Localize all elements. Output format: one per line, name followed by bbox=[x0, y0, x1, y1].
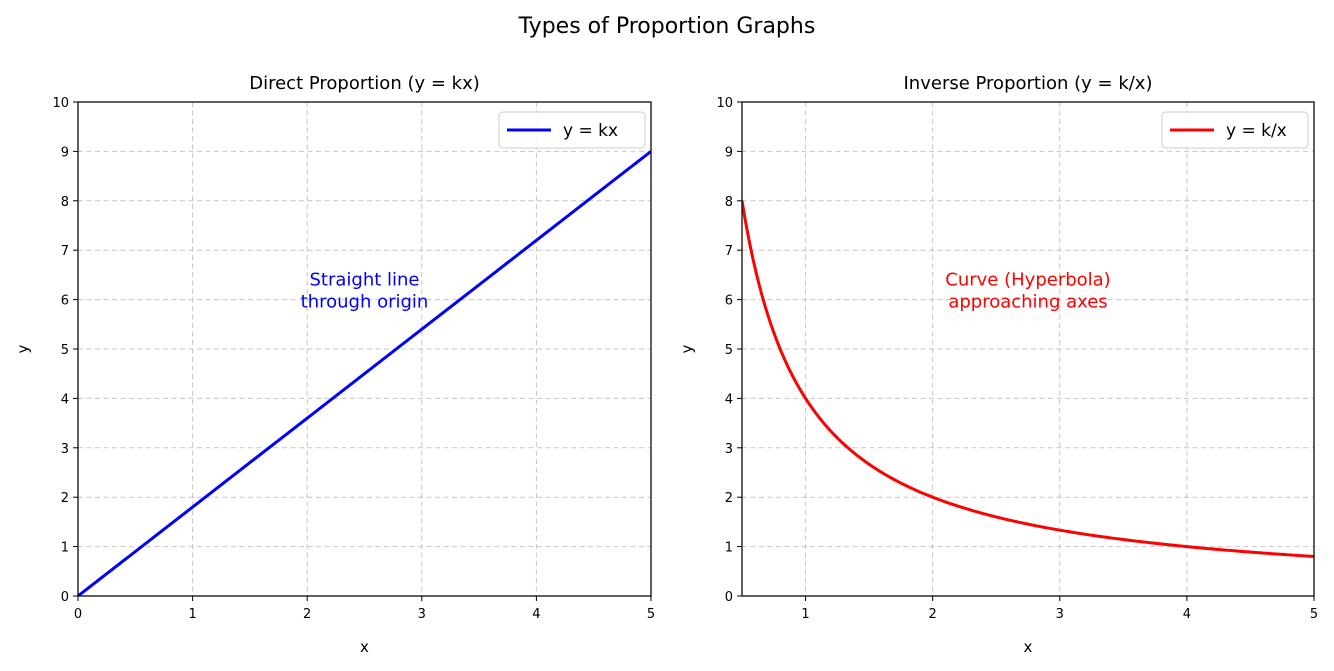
annotation-line: Straight line bbox=[309, 270, 419, 291]
x-tick-label: 2 bbox=[303, 607, 311, 622]
y-tick-label: 2 bbox=[61, 491, 69, 506]
x-axis-label: x bbox=[1024, 638, 1033, 656]
y-tick-label: 6 bbox=[61, 294, 69, 309]
legend-box bbox=[1161, 111, 1309, 149]
x-axis-label: x bbox=[360, 638, 369, 656]
x-tick-label: 1 bbox=[801, 607, 809, 622]
x-tick-label: 0 bbox=[74, 607, 82, 622]
inverse-proportion-panel: 1 2 3 4 5 0 1 2 3 4 5 6 7 8 9 10 x y Inverse Proportion (y… bbox=[678, 73, 1318, 656]
y-tick-label: 8 bbox=[61, 195, 69, 210]
ticks: 1 2 3 4 5 0 1 2 3 4 5 6 7 8 9 10 bbox=[716, 96, 1318, 622]
y-tick-label: 3 bbox=[725, 442, 733, 457]
legend: y = k/x bbox=[1161, 111, 1309, 149]
y-tick-label: 4 bbox=[725, 392, 733, 407]
y-tick-label: 6 bbox=[725, 294, 733, 309]
y-axis-label: y bbox=[14, 344, 32, 353]
plot-title: Direct Proportion (y = kx) bbox=[249, 73, 480, 94]
grid bbox=[78, 102, 651, 596]
y-tick-label: 2 bbox=[725, 491, 733, 506]
x-tick-label: 3 bbox=[1056, 607, 1064, 622]
y-tick-label: 9 bbox=[725, 145, 733, 160]
x-tick-label: 4 bbox=[532, 607, 540, 622]
y-tick-label: 10 bbox=[52, 96, 69, 111]
figure-title: Types of Proportion Graphs bbox=[518, 14, 816, 39]
x-tick-label: 2 bbox=[929, 607, 937, 622]
series-line bbox=[742, 200, 1314, 558]
ticks: 0 1 2 3 4 5 0 1 2 3 4 5 6 7 8 9 10 bbox=[52, 96, 655, 622]
legend-label: y = kx bbox=[563, 121, 618, 141]
y-tick-label: 0 bbox=[61, 590, 69, 605]
y-tick-label: 5 bbox=[61, 343, 69, 358]
legend-box bbox=[498, 111, 646, 149]
annotation-line: Curve (Hyperbola) bbox=[945, 270, 1110, 291]
x-tick-label: 5 bbox=[647, 607, 655, 622]
plot-title: Inverse Proportion (y = k/x) bbox=[904, 73, 1153, 94]
y-tick-label: 1 bbox=[725, 541, 733, 556]
annotation-line: through origin bbox=[301, 292, 429, 313]
annotation-text: Straight line through origin bbox=[301, 270, 429, 313]
y-tick-label: 8 bbox=[725, 195, 733, 210]
x-tick-label: 1 bbox=[188, 607, 196, 622]
y-tick-label: 3 bbox=[61, 442, 69, 457]
y-tick-label: 1 bbox=[61, 541, 69, 556]
direct-proportion-panel: 0 1 2 3 4 5 0 1 2 3 4 5 6 7 8 9 10 x y Direct Proportion (y… bbox=[14, 73, 655, 656]
y-tick-label: 9 bbox=[61, 145, 69, 160]
y-tick-label: 10 bbox=[716, 96, 733, 111]
y-tick-label: 4 bbox=[61, 392, 69, 407]
legend: y = kx bbox=[498, 111, 646, 149]
annotation-line: approaching axes bbox=[948, 292, 1107, 313]
y-axis-label: y bbox=[678, 344, 696, 353]
y-tick-label: 7 bbox=[61, 244, 69, 259]
x-tick-label: 4 bbox=[1183, 607, 1191, 622]
grid bbox=[742, 102, 1314, 596]
series-line bbox=[78, 150, 651, 596]
y-tick-label: 5 bbox=[725, 343, 733, 358]
y-tick-label: 0 bbox=[725, 590, 733, 605]
legend-label: y = k/x bbox=[1226, 121, 1287, 141]
x-tick-label: 3 bbox=[418, 607, 426, 622]
x-tick-label: 5 bbox=[1310, 607, 1318, 622]
annotation-text: Curve (Hyperbola) approaching axes bbox=[945, 270, 1110, 313]
y-tick-label: 7 bbox=[725, 244, 733, 259]
